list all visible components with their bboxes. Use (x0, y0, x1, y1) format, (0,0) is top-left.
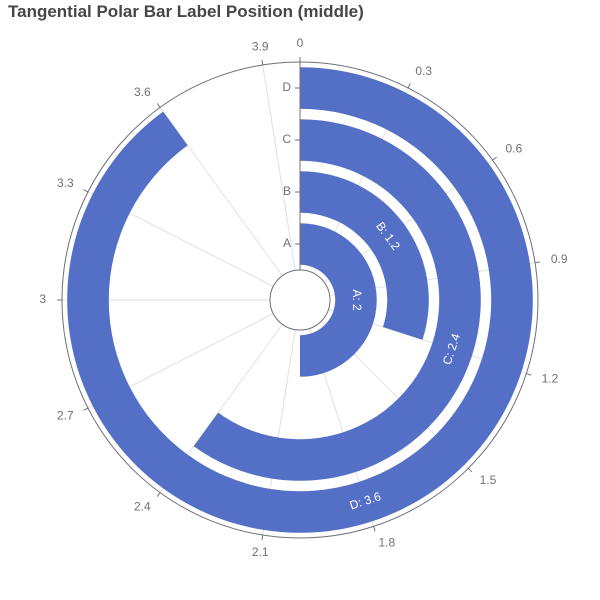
angle-tick (156, 492, 161, 497)
angle-label: 0.9 (551, 252, 568, 266)
angle-tick (534, 261, 541, 264)
angle-label: 2.7 (57, 408, 74, 422)
inner-circle (269, 269, 331, 331)
angle-gridline (262, 64, 296, 271)
angle-label: 1.8 (378, 536, 395, 550)
category-label-c: C (282, 132, 291, 146)
category-label-a: A (283, 236, 291, 250)
axis-layer: A B C D 0 0.3 0.6 0.9 1.2 1.5 1.8 2.1 2.4 2.7 3 3.3 3.6 3… (39, 36, 568, 559)
angle-tick (407, 83, 411, 89)
angle-label: 0.6 (505, 142, 522, 156)
angle-label: 1.2 (542, 371, 559, 385)
bar-a (300, 223, 377, 377)
bar-label-a: A: 2 (350, 289, 364, 311)
angle-label: 0.3 (415, 64, 432, 78)
category-label-d: D (282, 80, 291, 94)
angle-tick (467, 467, 473, 473)
angle-label: 3.9 (252, 39, 269, 53)
category-label-b: B (283, 184, 291, 198)
bar-layer (67, 67, 533, 533)
angle-label: 3 (39, 292, 46, 306)
angle-tick (526, 373, 532, 376)
angle-label: 2.4 (134, 499, 151, 513)
angle-gridline (159, 107, 283, 277)
bar-b (300, 171, 429, 340)
angle-tick (261, 59, 264, 66)
angle-label: 1.5 (480, 473, 497, 487)
angle-tick (261, 534, 264, 541)
angle-tick (373, 526, 376, 532)
chart-title: Tangential Polar Bar Label Position (mid… (8, 2, 364, 21)
bar-c (193, 119, 481, 481)
angle-label: 3.3 (57, 176, 74, 190)
angle-label: 3.6 (134, 85, 151, 99)
angle-label: 0 (297, 36, 304, 50)
angle-tick (83, 407, 89, 411)
angle-tick (492, 156, 497, 161)
angle-tick (83, 189, 89, 193)
angle-tick (156, 103, 161, 108)
angle-label: 2.1 (252, 545, 269, 559)
